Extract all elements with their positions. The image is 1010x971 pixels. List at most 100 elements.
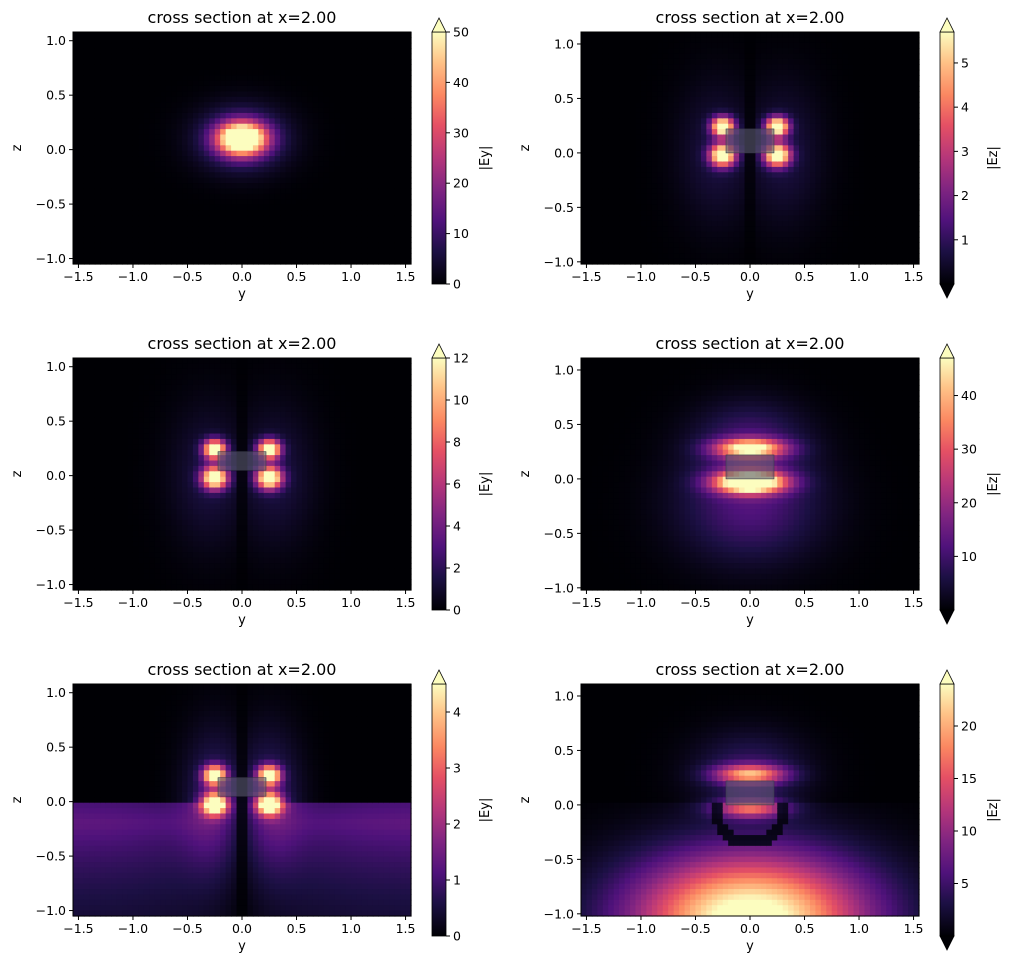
heatmap-cell xyxy=(225,48,232,55)
heatmap-cell xyxy=(340,204,347,211)
heatmap-cell xyxy=(679,150,686,157)
heatmap-cell xyxy=(258,91,265,98)
heatmap-cell xyxy=(165,215,172,222)
heatmap-cell xyxy=(127,210,134,217)
heatmap-cell xyxy=(690,242,697,249)
heatmap-cell xyxy=(209,204,216,211)
heatmap-cell xyxy=(209,80,216,87)
heatmap-cell xyxy=(717,226,724,233)
heatmap-cell xyxy=(356,53,363,60)
heatmap-cell xyxy=(252,42,259,49)
heatmap-cell xyxy=(291,107,298,114)
heatmap-cell xyxy=(597,134,604,141)
heatmap-cell xyxy=(345,58,352,65)
heatmap-cell xyxy=(581,247,588,254)
heatmap-cell xyxy=(744,177,751,184)
heatmap-cell xyxy=(739,102,746,109)
heatmap-cell xyxy=(809,166,817,173)
heatmap-cell xyxy=(340,150,347,157)
heatmap-cell xyxy=(291,64,298,71)
heatmap-cell xyxy=(613,172,620,179)
heatmap-cell xyxy=(372,183,379,190)
heatmap-cell xyxy=(296,69,303,76)
heatmap-cell xyxy=(750,112,757,119)
heatmap-cell xyxy=(318,107,325,114)
heatmap-cell xyxy=(613,37,620,44)
heatmap-cell xyxy=(831,129,838,136)
heatmap-cell xyxy=(367,253,374,260)
heatmap-cell xyxy=(345,177,352,184)
heatmap-cell xyxy=(122,48,129,55)
heatmap-cell xyxy=(793,166,800,173)
heatmap-cell xyxy=(367,220,374,227)
heatmap-cell xyxy=(100,150,107,157)
heatmap-cell xyxy=(351,220,358,227)
heatmap-cell xyxy=(171,42,178,49)
heatmap-cell xyxy=(105,215,112,222)
heatmap-cell xyxy=(651,172,658,179)
heatmap-cell xyxy=(329,247,336,254)
heatmap-cell xyxy=(799,210,806,217)
heatmap-cell xyxy=(203,69,210,76)
heatmap-cell xyxy=(619,112,626,119)
heatmap-cell xyxy=(367,145,374,152)
heatmap-cell xyxy=(722,64,729,71)
heatmap-cell xyxy=(383,69,390,76)
heatmap-cell xyxy=(394,69,401,76)
heatmap-cell xyxy=(820,258,827,265)
heatmap-cell xyxy=(831,247,838,254)
heatmap-cell xyxy=(100,37,107,44)
heatmap-cell xyxy=(160,37,167,44)
heatmap-cell xyxy=(831,42,838,49)
heatmap-cell xyxy=(89,183,96,190)
heatmap-cell xyxy=(351,42,358,49)
heatmap-cell xyxy=(389,139,396,146)
heatmap-cell xyxy=(198,37,205,44)
heatmap-cell xyxy=(318,85,325,92)
heatmap-cell xyxy=(673,112,680,119)
heatmap-cell xyxy=(613,118,620,125)
heatmap-cell xyxy=(700,37,707,44)
heatmap-cell xyxy=(869,32,876,38)
heatmap-cell xyxy=(301,156,309,163)
heatmap-cell xyxy=(619,220,626,227)
heatmap-cell xyxy=(809,237,817,244)
heatmap-cell xyxy=(258,129,265,136)
heatmap-cell xyxy=(837,48,844,55)
heatmap-cell xyxy=(744,80,751,87)
heatmap-cell xyxy=(613,129,620,136)
heatmap-cell xyxy=(684,150,691,157)
heatmap-cell xyxy=(247,85,254,92)
heatmap-cell xyxy=(842,58,849,65)
heatmap-cell xyxy=(864,37,871,44)
heatmap-cell xyxy=(351,80,358,87)
heatmap-cell xyxy=(269,107,276,114)
heatmap-cell xyxy=(160,58,167,65)
heatmap-cell xyxy=(258,193,265,200)
heatmap-cell xyxy=(154,188,161,195)
heatmap-cell xyxy=(383,258,390,265)
heatmap-cell xyxy=(739,247,746,254)
heatmap-cell xyxy=(138,139,145,146)
heatmap-cell xyxy=(853,123,860,130)
heatmap-cell xyxy=(613,69,620,76)
heatmap-cell xyxy=(771,91,778,98)
heatmap-cell xyxy=(296,210,303,217)
heatmap-cell xyxy=(782,123,789,130)
heatmap-cell xyxy=(640,85,648,92)
heatmap-cell xyxy=(799,96,806,103)
heatmap-cell xyxy=(187,166,194,173)
heatmap-cell xyxy=(122,107,129,114)
heatmap-cell xyxy=(673,156,680,163)
heatmap-cell xyxy=(581,85,588,92)
heatmap-cell xyxy=(323,183,330,190)
heatmap-cell xyxy=(291,37,298,44)
heatmap-cell xyxy=(646,156,653,163)
heatmap-cell xyxy=(848,118,855,125)
heatmap-cell xyxy=(138,107,145,114)
heatmap-cell xyxy=(586,177,593,184)
heatmap-cell xyxy=(111,107,118,114)
heatmap-cell xyxy=(367,258,374,265)
heatmap-cell xyxy=(329,48,336,55)
heatmap-cell xyxy=(711,96,718,103)
